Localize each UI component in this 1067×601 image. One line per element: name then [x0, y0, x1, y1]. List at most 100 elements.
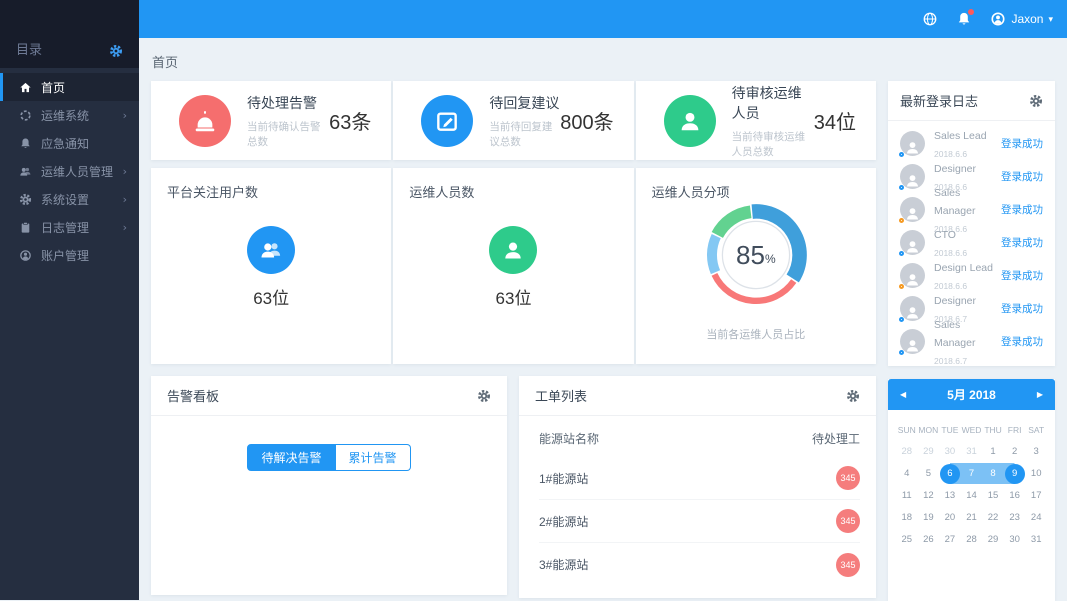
sidebar: 目录 首页 运维系统 › 应急通知 运维人员管理 › 系统设置 › 日志管理: [0, 0, 139, 600]
sidebar-item-emergency-notice[interactable]: 应急通知: [0, 129, 139, 157]
calendar-day[interactable]: 3: [1025, 441, 1047, 462]
calendar-day[interactable]: 22: [982, 507, 1004, 528]
count-badge: 345: [836, 466, 860, 490]
login-success-link[interactable]: 登录成功: [1001, 334, 1043, 349]
table-row[interactable]: 2#能源站 345: [539, 500, 860, 543]
calendar-day[interactable]: 21: [961, 507, 983, 528]
stat-card-pending-alarms[interactable]: 待处理告警 当前待确认告警总数 63条: [151, 81, 391, 160]
calendar-day[interactable]: 19: [918, 507, 940, 528]
calendar-day[interactable]: 1: [982, 441, 1004, 462]
user-menu[interactable]: Jaxon ▾: [990, 11, 1053, 27]
calendar-day[interactable]: 13: [939, 485, 961, 506]
calendar-day[interactable]: 11: [896, 485, 918, 506]
calendar-weekday: SUN: [896, 420, 918, 440]
donut-chart: 85 %: [697, 196, 815, 314]
calendar-day[interactable]: 23: [1004, 507, 1026, 528]
calendar-day[interactable]: 31: [1025, 529, 1047, 550]
status-dot: [899, 284, 904, 289]
sidebar-item-log-mgmt[interactable]: 日志管理 ›: [0, 213, 139, 241]
status-dot: [899, 350, 904, 355]
calendar-day[interactable]: 30: [939, 441, 961, 462]
gear-icon[interactable]: [846, 389, 860, 403]
calendar-day[interactable]: 17: [1025, 485, 1047, 506]
calendar-next-icon[interactable]: ▶: [1037, 390, 1043, 399]
notifications-bell-icon[interactable]: [956, 11, 972, 27]
stat-value: 63条: [329, 106, 371, 135]
calendar-day[interactable]: 24: [1025, 507, 1047, 528]
calendar-day[interactable]: 14: [961, 485, 983, 506]
work-orders-table-header: 能源站名称 待处理工: [519, 416, 876, 457]
calendar-day[interactable]: 25: [896, 529, 918, 550]
calendar-day[interactable]: 9: [1004, 463, 1026, 484]
panel-ops-staff-breakdown: 运维人员分项 85 % 当前各运维人员占比: [636, 168, 876, 364]
status-dot: [899, 218, 904, 223]
log-date: 2018.6.7: [934, 356, 967, 366]
calendar-day[interactable]: 2: [1004, 441, 1026, 462]
calendar-day[interactable]: 28: [961, 529, 983, 550]
avatar: [900, 197, 925, 222]
stat-value: 34位: [814, 106, 856, 135]
sidebar-item-ops-system[interactable]: 运维系统 ›: [0, 101, 139, 129]
gear-icon[interactable]: [1029, 94, 1043, 108]
table-row[interactable]: 1#能源站 345: [539, 457, 860, 500]
login-success-link[interactable]: 登录成功: [1001, 202, 1043, 217]
calendar-day[interactable]: 20: [939, 507, 961, 528]
calendar-day[interactable]: 6: [939, 463, 961, 484]
table-row[interactable]: 3#能源站 345: [539, 543, 860, 586]
login-success-link[interactable]: 登录成功: [1001, 136, 1043, 151]
sidebar-item-label: 应急通知: [41, 135, 127, 152]
column-header: 能源站名称: [539, 430, 599, 447]
globe-icon[interactable]: [922, 11, 938, 27]
user-icon: [489, 226, 537, 274]
calendar-day[interactable]: 31: [961, 441, 983, 462]
login-success-link[interactable]: 登录成功: [1001, 169, 1043, 184]
panel-value: 63位: [496, 284, 532, 309]
tab-unresolved-alarms[interactable]: 待解决告警: [247, 444, 335, 471]
count-badge: 345: [836, 553, 860, 577]
sidebar-gear-icon[interactable]: [109, 44, 123, 58]
calendar-day[interactable]: 28: [896, 441, 918, 462]
calendar-day[interactable]: 5: [918, 463, 940, 484]
calendar-day[interactable]: 8: [982, 463, 1004, 484]
calendar-day[interactable]: 29: [918, 441, 940, 462]
status-dot: [899, 185, 904, 190]
donut-caption: 当前各运维人员占比: [706, 326, 805, 342]
login-success-link[interactable]: 登录成功: [1001, 268, 1043, 283]
sidebar-item-account-mgmt[interactable]: 账户管理: [0, 241, 139, 269]
calendar-day[interactable]: 29: [982, 529, 1004, 550]
sidebar-item-home[interactable]: 首页: [0, 73, 139, 101]
calendar-day[interactable]: 26: [918, 529, 940, 550]
stat-card-pending-suggestions[interactable]: 待回复建议 当前待回复建议总数 800条: [393, 81, 633, 160]
donut-percent-unit: %: [765, 252, 776, 266]
gear-icon[interactable]: [477, 389, 491, 403]
calendar-day[interactable]: 18: [896, 507, 918, 528]
stat-card-pending-staff-review[interactable]: 待审核运维人员 当前待审核运维人员总数 34位: [636, 81, 876, 160]
avatar-icon: [990, 11, 1006, 27]
calendar-day[interactable]: 30: [1004, 529, 1026, 550]
status-dot: [899, 152, 904, 157]
calendar-day[interactable]: 4: [896, 463, 918, 484]
user-icon: [664, 95, 716, 147]
sidebar-item-system-settings[interactable]: 系统设置 ›: [0, 185, 139, 213]
calendar-day[interactable]: 27: [939, 529, 961, 550]
alarm-icon: [179, 95, 231, 147]
calendar-prev-icon[interactable]: ◀: [900, 390, 906, 399]
calendar-day[interactable]: 7: [961, 463, 983, 484]
panel-ops-staff-count: 运维人员数 63位: [393, 168, 633, 364]
login-success-link[interactable]: 登录成功: [1001, 235, 1043, 250]
calendar-day[interactable]: 15: [982, 485, 1004, 506]
log-user-name: CTO: [934, 229, 956, 241]
sidebar-item-ops-staff-mgmt[interactable]: 运维人员管理 ›: [0, 157, 139, 185]
avatar: [900, 296, 925, 321]
tab-cumulative-alarms[interactable]: 累计告警: [336, 444, 411, 471]
calendar-day[interactable]: 12: [918, 485, 940, 506]
bell-icon: [19, 137, 32, 150]
calendar-day[interactable]: 10: [1025, 463, 1047, 484]
login-success-link[interactable]: 登录成功: [1001, 301, 1043, 316]
calendar-day[interactable]: 16: [1004, 485, 1026, 506]
